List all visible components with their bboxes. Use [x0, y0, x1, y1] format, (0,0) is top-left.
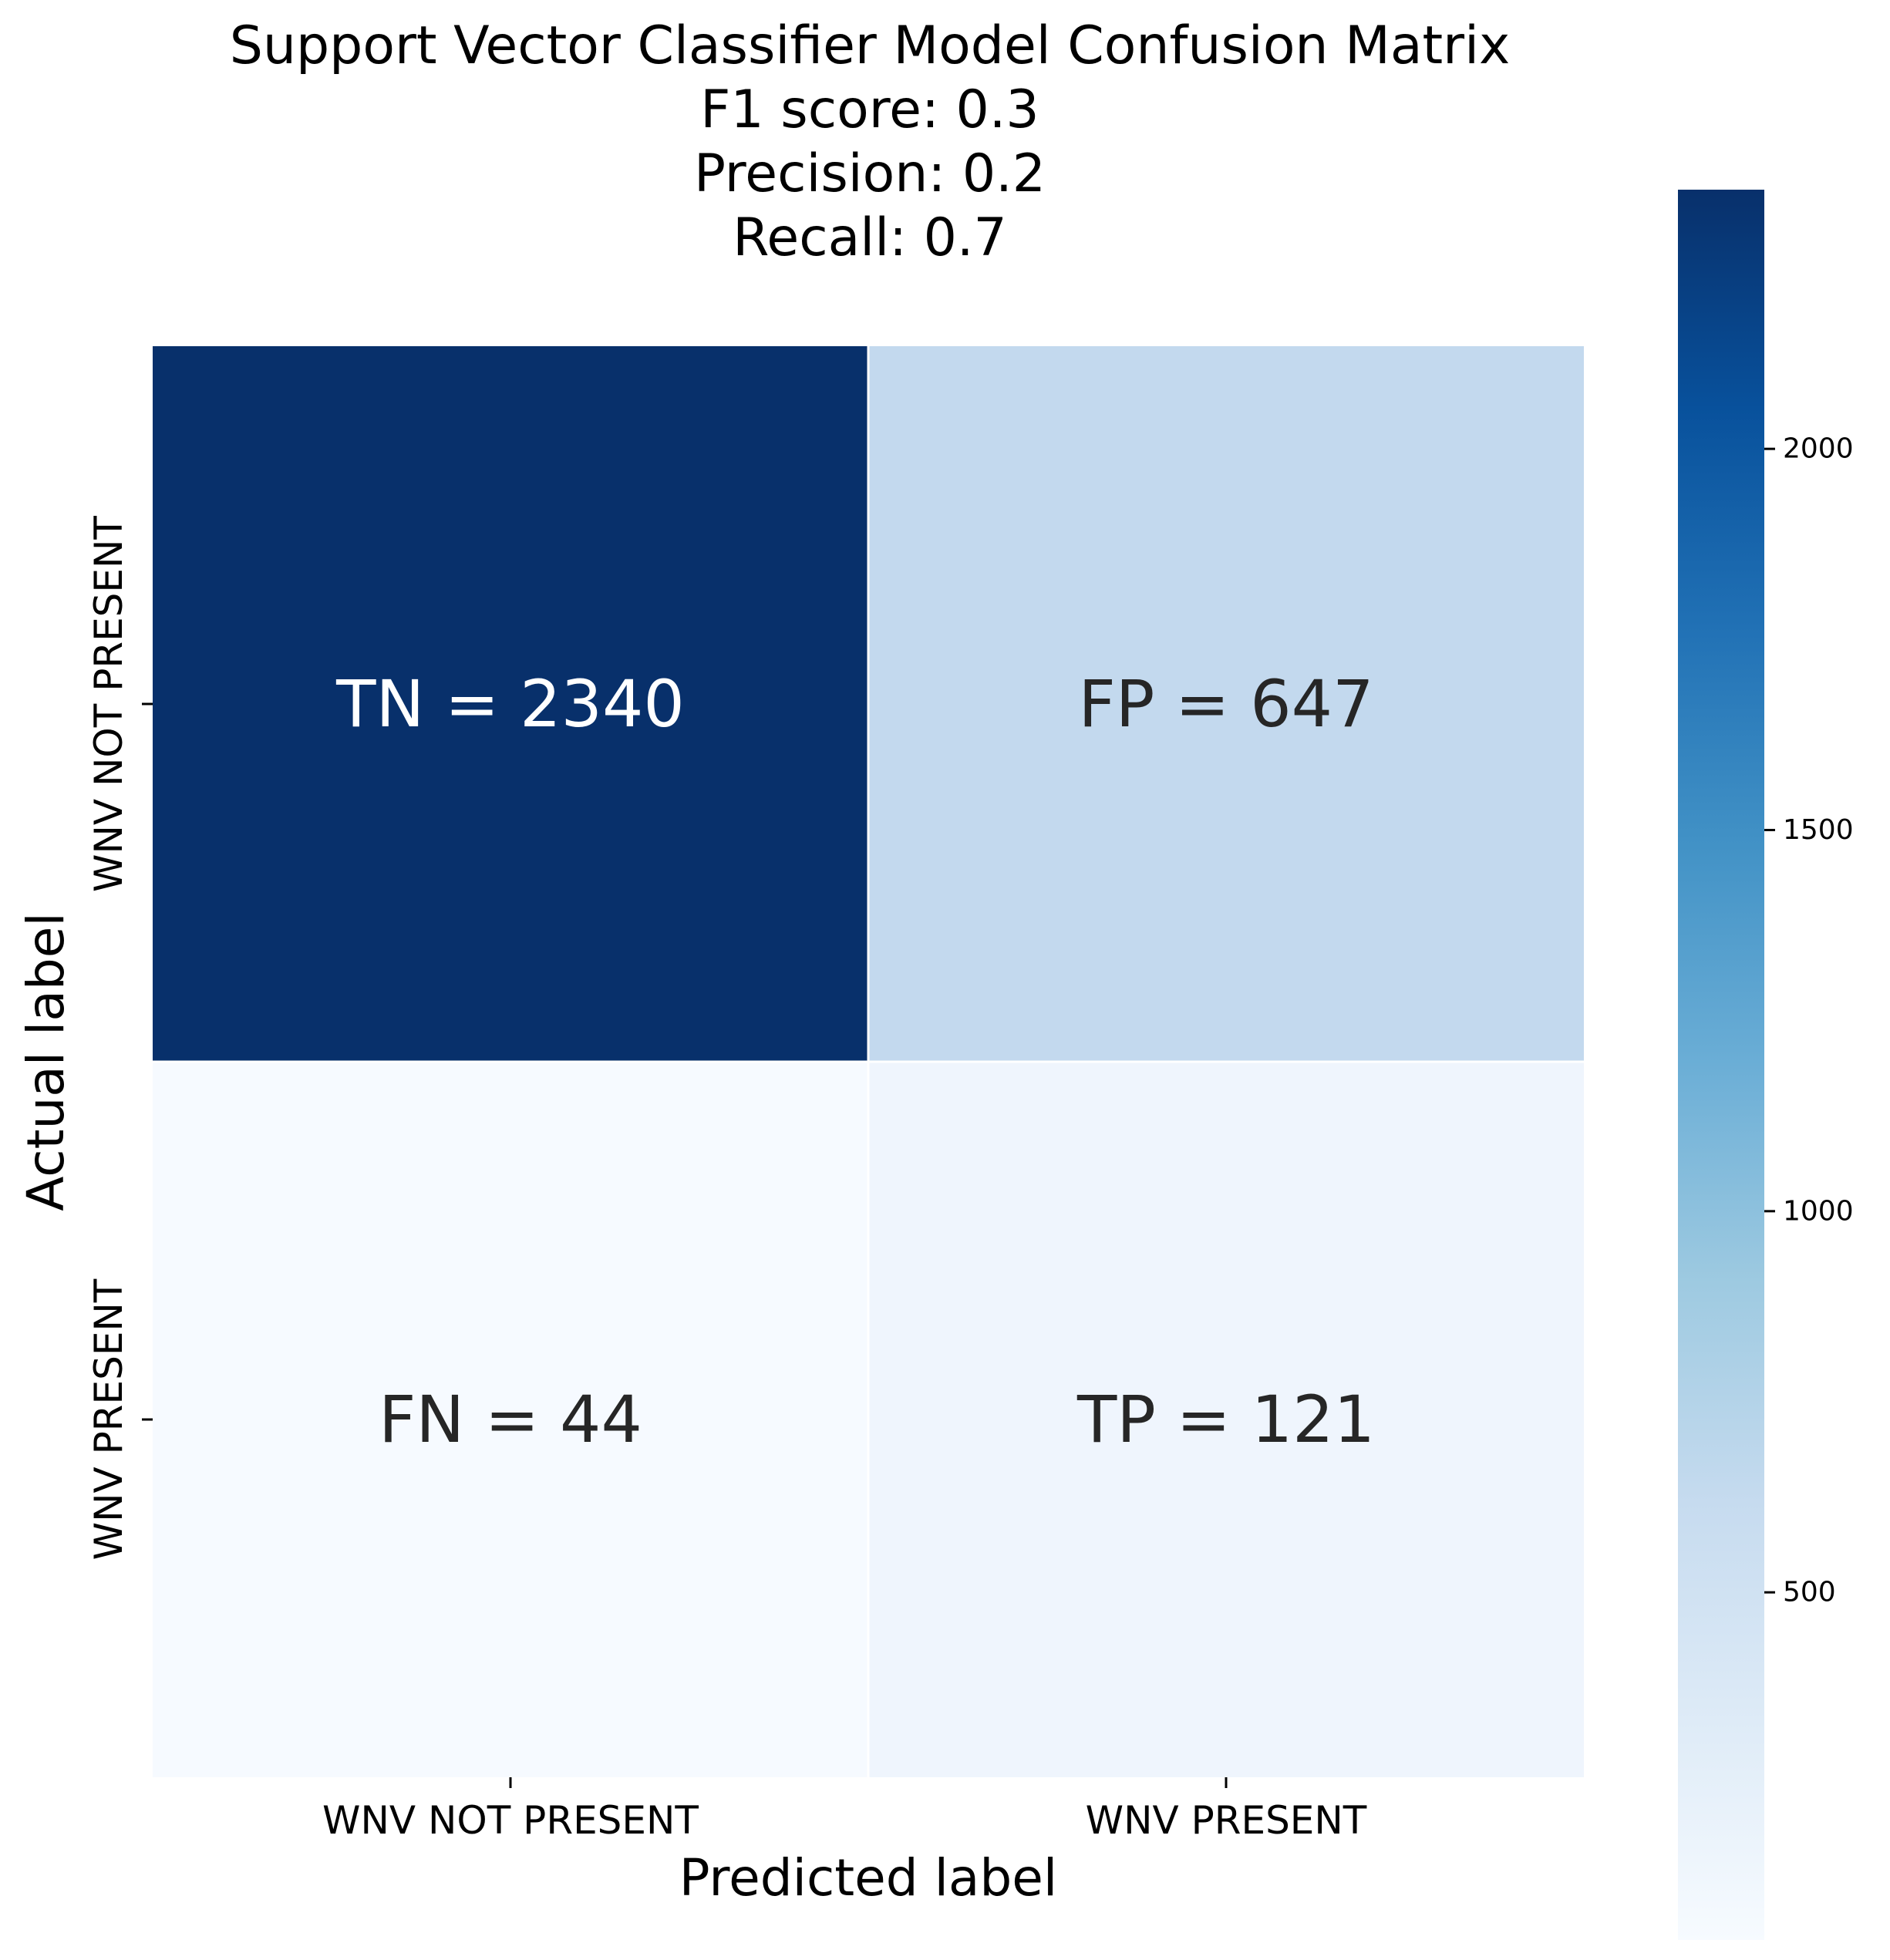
- colorbar-tick-label: 1000: [1783, 1195, 1854, 1227]
- chart-subtitle-recall: Recall: 0.7: [733, 207, 1007, 268]
- colorbar-tick-label: 500: [1783, 1577, 1836, 1608]
- colorbar-tick-label: 1500: [1783, 814, 1854, 846]
- cell-true-positive: [868, 1062, 1584, 1777]
- chart-subtitle-f1: F1 score: 0.3: [700, 79, 1039, 140]
- y-tick-label-not-present: WNV NOT PRESENT: [86, 516, 131, 892]
- cell-false-positive: [868, 346, 1584, 1062]
- colorbar: [1678, 190, 1764, 1940]
- annotation-tp: TP = 121: [1076, 1382, 1375, 1457]
- x-tick-label-not-present: WNV NOT PRESENT: [322, 1798, 699, 1843]
- x-tick-label-present: WNV PRESENT: [1086, 1798, 1367, 1843]
- chart-subtitle-precision: Precision: 0.2: [694, 143, 1046, 204]
- heatmap-cells: [153, 346, 1584, 1777]
- x-axis-label: Predicted label: [679, 1848, 1057, 1908]
- colorbar-tick-label: 2000: [1783, 433, 1854, 465]
- colorbar-ticks: 500 1000 1500 2000: [1764, 433, 1854, 1608]
- y-tick-label-present: WNV PRESENT: [86, 1278, 131, 1560]
- cell-false-negative: [153, 1062, 868, 1777]
- chart-title: Support Vector Classifier Model Confusio…: [230, 15, 1511, 76]
- y-axis-label: Actual label: [16, 912, 76, 1211]
- annotation-fp: FP = 647: [1078, 666, 1373, 742]
- annotation-tn: TN = 2340: [335, 666, 685, 742]
- cell-true-negative: [153, 346, 868, 1062]
- annotation-fn: FN = 44: [379, 1382, 642, 1457]
